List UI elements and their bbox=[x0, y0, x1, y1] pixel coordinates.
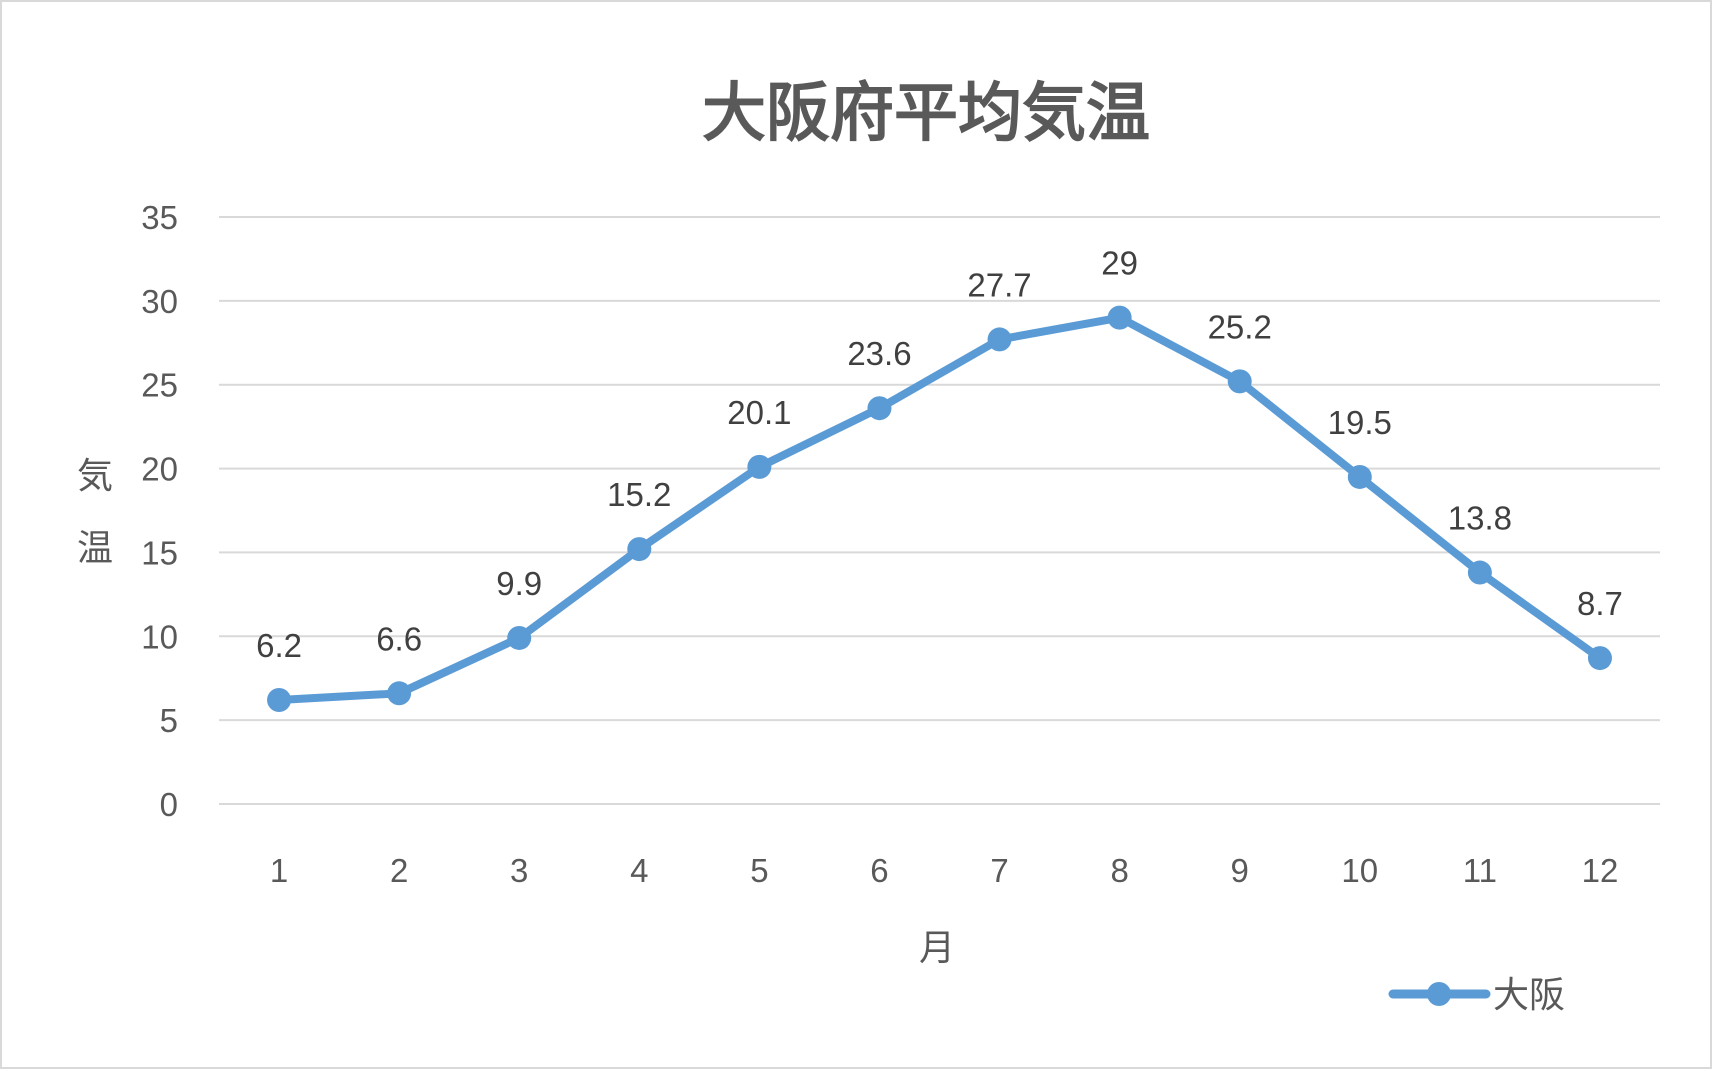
y-tick-label: 35 bbox=[141, 199, 178, 236]
data-labels: 6.2 6.6 9.9 15.2 20.1 23.6 27.7 29 25.2 19.5 13.8 8… bbox=[256, 245, 1623, 664]
data-label: 6.2 bbox=[256, 627, 302, 664]
x-axis-ticks: 1 2 3 4 5 6 7 8 9 10 11 12 bbox=[270, 852, 1618, 889]
x-tick-label: 6 bbox=[870, 852, 888, 889]
data-label: 25.2 bbox=[1208, 308, 1272, 345]
data-label: 20.1 bbox=[727, 394, 791, 431]
data-label: 13.8 bbox=[1448, 500, 1512, 537]
data-label: 19.5 bbox=[1328, 404, 1392, 441]
chart-title: 大阪府平均気温 bbox=[702, 77, 1150, 151]
y-tick-label: 10 bbox=[141, 618, 178, 655]
series-layer bbox=[267, 305, 1612, 713]
x-tick-label: 12 bbox=[1582, 852, 1619, 889]
data-label: 29 bbox=[1101, 245, 1138, 282]
legend: 大阪 bbox=[1388, 975, 1565, 1016]
data-label: 23.6 bbox=[847, 335, 911, 372]
data-label: 8.7 bbox=[1577, 585, 1623, 622]
x-tick-label: 7 bbox=[990, 852, 1008, 889]
data-point bbox=[1227, 369, 1252, 394]
x-tick-label: 8 bbox=[1110, 852, 1128, 889]
x-tick-label: 3 bbox=[510, 852, 528, 889]
data-point bbox=[867, 396, 892, 421]
data-point bbox=[1107, 305, 1132, 330]
data-label: 6.6 bbox=[376, 620, 422, 657]
y-axis-title-char: 気 bbox=[77, 456, 113, 497]
series-line-osaka bbox=[275, 313, 1604, 705]
x-tick-label: 4 bbox=[630, 852, 648, 889]
data-point bbox=[747, 454, 772, 479]
x-tick-label: 10 bbox=[1341, 852, 1378, 889]
y-tick-label: 25 bbox=[141, 367, 178, 404]
y-tick-label: 30 bbox=[141, 283, 178, 320]
data-point bbox=[627, 537, 652, 562]
data-point bbox=[267, 688, 292, 713]
x-tick-label: 9 bbox=[1231, 852, 1249, 889]
data-label: 9.9 bbox=[496, 565, 542, 602]
y-tick-label: 5 bbox=[160, 702, 178, 739]
y-axis-ticks: 0 5 10 15 20 25 30 35 bbox=[141, 199, 178, 823]
data-point bbox=[1467, 560, 1492, 585]
legend-marker-icon bbox=[1427, 982, 1451, 1006]
y-tick-label: 20 bbox=[141, 451, 178, 488]
legend-label: 大阪 bbox=[1493, 975, 1565, 1016]
data-point bbox=[987, 327, 1012, 352]
y-axis-title-char: 温 bbox=[77, 528, 113, 569]
x-axis-title: 月 bbox=[919, 928, 955, 969]
data-label: 15.2 bbox=[607, 476, 671, 513]
x-tick-label: 2 bbox=[390, 852, 408, 889]
x-tick-label: 5 bbox=[750, 852, 768, 889]
data-point bbox=[387, 681, 412, 706]
y-tick-label: 15 bbox=[141, 534, 178, 571]
x-tick-label: 11 bbox=[1463, 852, 1497, 889]
x-tick-label: 1 bbox=[270, 852, 288, 889]
y-tick-label: 0 bbox=[160, 786, 178, 823]
data-point bbox=[507, 625, 532, 650]
gridlines bbox=[219, 216, 1660, 805]
data-label: 27.7 bbox=[967, 266, 1031, 303]
y-axis-title: 気温 bbox=[77, 456, 113, 569]
data-point bbox=[1587, 646, 1612, 671]
data-point bbox=[1347, 464, 1372, 489]
